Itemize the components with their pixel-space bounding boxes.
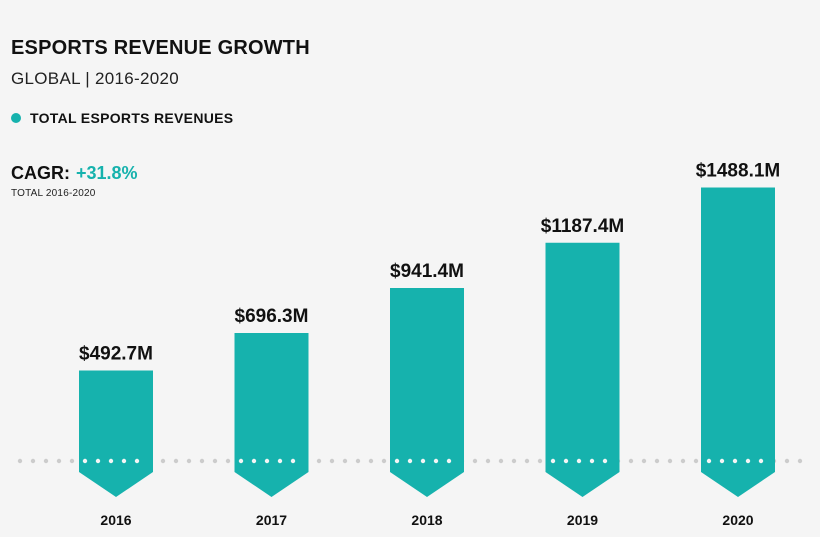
baseline-dot <box>641 458 647 464</box>
bar-baseline-dot <box>745 458 751 464</box>
data-label-2017: $696.3M <box>235 306 309 327</box>
baseline-dot <box>160 458 166 464</box>
baseline-dot <box>784 458 790 464</box>
data-label-2020: $1488.1M <box>696 160 781 181</box>
x-tick-label-2019: 2019 <box>567 512 598 528</box>
baseline-dot <box>329 458 335 464</box>
bar-baseline-dot <box>576 458 582 464</box>
bar-baseline-dot <box>758 458 764 464</box>
baseline-dot <box>511 458 517 464</box>
baseline-dot <box>667 458 673 464</box>
baseline-dot <box>43 458 49 464</box>
baseline-dot <box>316 458 322 464</box>
data-label-2018: $941.4M <box>390 261 464 282</box>
baseline-dot <box>199 458 205 464</box>
bar-baseline-dot <box>82 458 88 464</box>
cagr-label: CAGR: <box>11 163 70 183</box>
bar-baseline-dot <box>706 458 712 464</box>
baseline-dot <box>173 458 179 464</box>
bar-baseline-dot <box>121 458 127 464</box>
bar-baseline-dot <box>264 458 270 464</box>
bar-baseline-dot <box>446 458 452 464</box>
baseline-dot <box>342 458 348 464</box>
baseline-dot <box>30 458 36 464</box>
baseline-dot <box>17 458 23 464</box>
bar-baseline-dot <box>732 458 738 464</box>
bar-baseline-dot <box>433 458 439 464</box>
baseline-dot <box>381 458 387 464</box>
baseline-dot <box>654 458 660 464</box>
bar-2020 <box>701 187 775 497</box>
bar-2017 <box>234 333 309 497</box>
legend-label: TOTAL ESPORTS REVENUES <box>30 110 234 126</box>
cagr-note: TOTAL 2016-2020 <box>11 188 96 199</box>
bar-baseline-dot <box>420 458 426 464</box>
chart-subtitle: GLOBAL | 2016-2020 <box>11 69 179 88</box>
x-tick-label-2016: 2016 <box>100 512 131 528</box>
chart-title: ESPORTS REVENUE GROWTH <box>11 37 310 59</box>
bar-baseline-dot <box>277 458 283 464</box>
bar-2018 <box>390 287 464 497</box>
baseline-dot <box>355 458 361 464</box>
bar-baseline-dot <box>589 458 595 464</box>
bar-baseline-dot <box>251 458 257 464</box>
baseline-dot <box>69 458 75 464</box>
x-tick-label-2020: 2020 <box>722 512 753 528</box>
baseline-dot <box>56 458 62 464</box>
x-tick-label-2018: 2018 <box>411 512 442 528</box>
data-label-2016: $492.7M <box>79 343 153 364</box>
bar-2016 <box>79 370 153 497</box>
baseline-dot <box>472 458 478 464</box>
cagr-value: +31.8% <box>76 163 138 183</box>
baseline-dot <box>498 458 504 464</box>
baseline-dot <box>186 458 192 464</box>
data-label-2019: $1187.4M <box>541 216 624 237</box>
bar-baseline-dot <box>108 458 114 464</box>
bar-baseline-dot <box>550 458 556 464</box>
cagr-heading: CAGR: +31.8% <box>11 163 138 184</box>
bar-baseline-dot <box>134 458 140 464</box>
baseline-dot <box>524 458 530 464</box>
baseline-dot <box>368 458 374 464</box>
bar-baseline-dot <box>238 458 244 464</box>
baseline-dot <box>680 458 686 464</box>
x-tick-label-2017: 2017 <box>256 512 287 528</box>
bar-baseline-dot <box>719 458 725 464</box>
baseline-dot <box>485 458 491 464</box>
bar-baseline-dot <box>602 458 608 464</box>
baseline-dot <box>797 458 803 464</box>
baseline-dot <box>537 458 543 464</box>
baseline-dot <box>628 458 634 464</box>
bar-baseline-dot <box>290 458 296 464</box>
legend: TOTAL ESPORTS REVENUES <box>11 110 233 126</box>
legend-swatch <box>11 113 21 123</box>
baseline-dot <box>693 458 699 464</box>
bar-baseline-dot <box>394 458 400 464</box>
bar-baseline-dot <box>95 458 101 464</box>
bar-2019 <box>545 242 620 497</box>
bar-baseline-dot <box>563 458 569 464</box>
baseline-dot <box>212 458 218 464</box>
bar-baseline-dot <box>407 458 413 464</box>
baseline-dot <box>225 458 231 464</box>
